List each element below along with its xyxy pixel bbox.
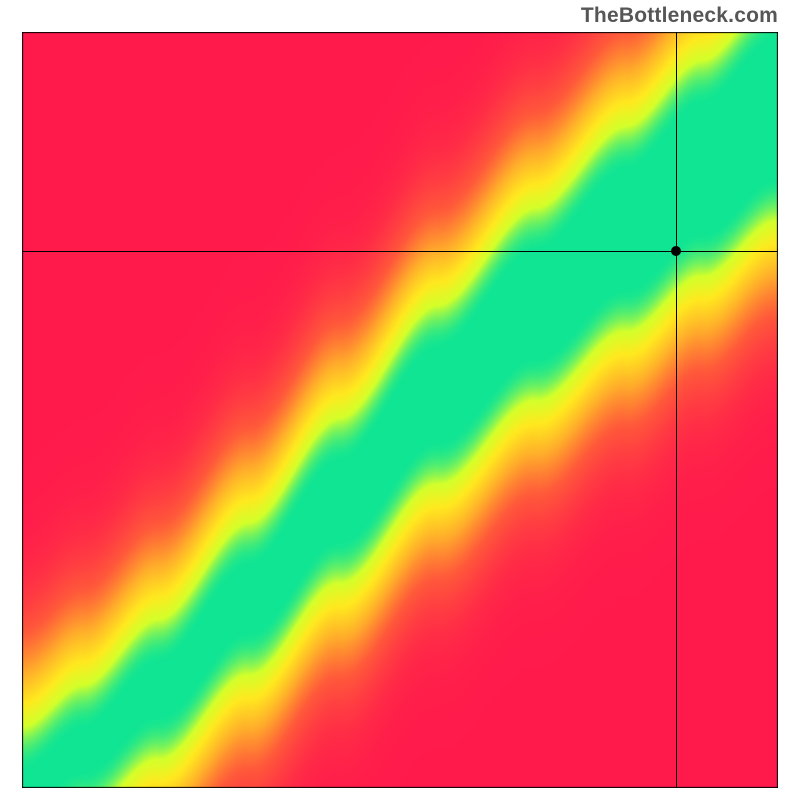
crosshair-vertical bbox=[676, 32, 677, 788]
heatmap-canvas bbox=[22, 32, 778, 788]
crosshair-horizontal bbox=[22, 251, 778, 252]
crosshair-marker bbox=[671, 246, 681, 256]
heatmap-plot bbox=[22, 32, 778, 788]
watermark-text: TheBottleneck.com bbox=[581, 4, 778, 28]
